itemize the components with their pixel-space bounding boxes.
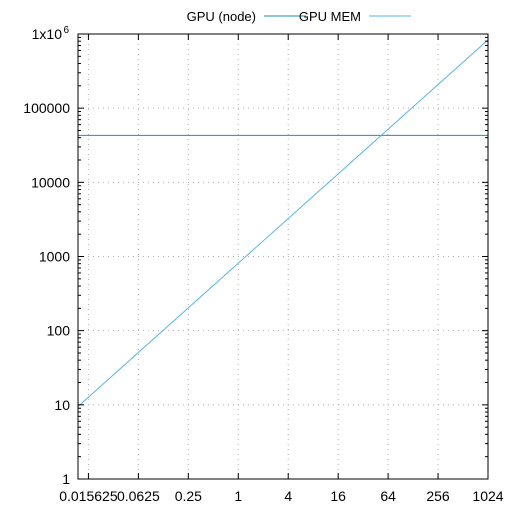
ticks-layer: 0.015625 0.0625 0.25 1 4 16 64 256 1024 1 10 100 100… xyxy=(23,25,503,504)
y-tick-label: 1x10 xyxy=(32,26,63,42)
x-tick-label: 64 xyxy=(380,488,396,504)
x-tick-label: 4 xyxy=(284,488,292,504)
x-tick-label: 1024 xyxy=(472,488,503,504)
x-tick-label: 0.25 xyxy=(175,488,202,504)
y-tick-label: 10000 xyxy=(31,174,70,190)
x-tick-label: 0.0625 xyxy=(117,488,160,504)
x-tick-label: 0.015625 xyxy=(59,488,118,504)
y-tick-label: 10 xyxy=(54,397,70,413)
series-line xyxy=(77,39,489,407)
legend-label: GPU (node) xyxy=(187,9,256,24)
x-tick-label: 256 xyxy=(426,488,450,504)
y-tick-label: 1 xyxy=(62,471,70,487)
y-tick-label-exponent: 6 xyxy=(63,25,69,36)
y-tick-label: 1000 xyxy=(39,249,70,265)
y-tick-label: 100000 xyxy=(23,100,70,116)
legend-label: GPU MEM xyxy=(299,9,361,24)
grid-layer xyxy=(78,34,488,479)
x-tick-label: 1 xyxy=(234,488,242,504)
y-tick-label: 100 xyxy=(47,323,71,339)
series-layer xyxy=(77,39,489,407)
legend: GPU (node) GPU MEM xyxy=(187,9,411,24)
x-tick-label: 16 xyxy=(330,488,346,504)
